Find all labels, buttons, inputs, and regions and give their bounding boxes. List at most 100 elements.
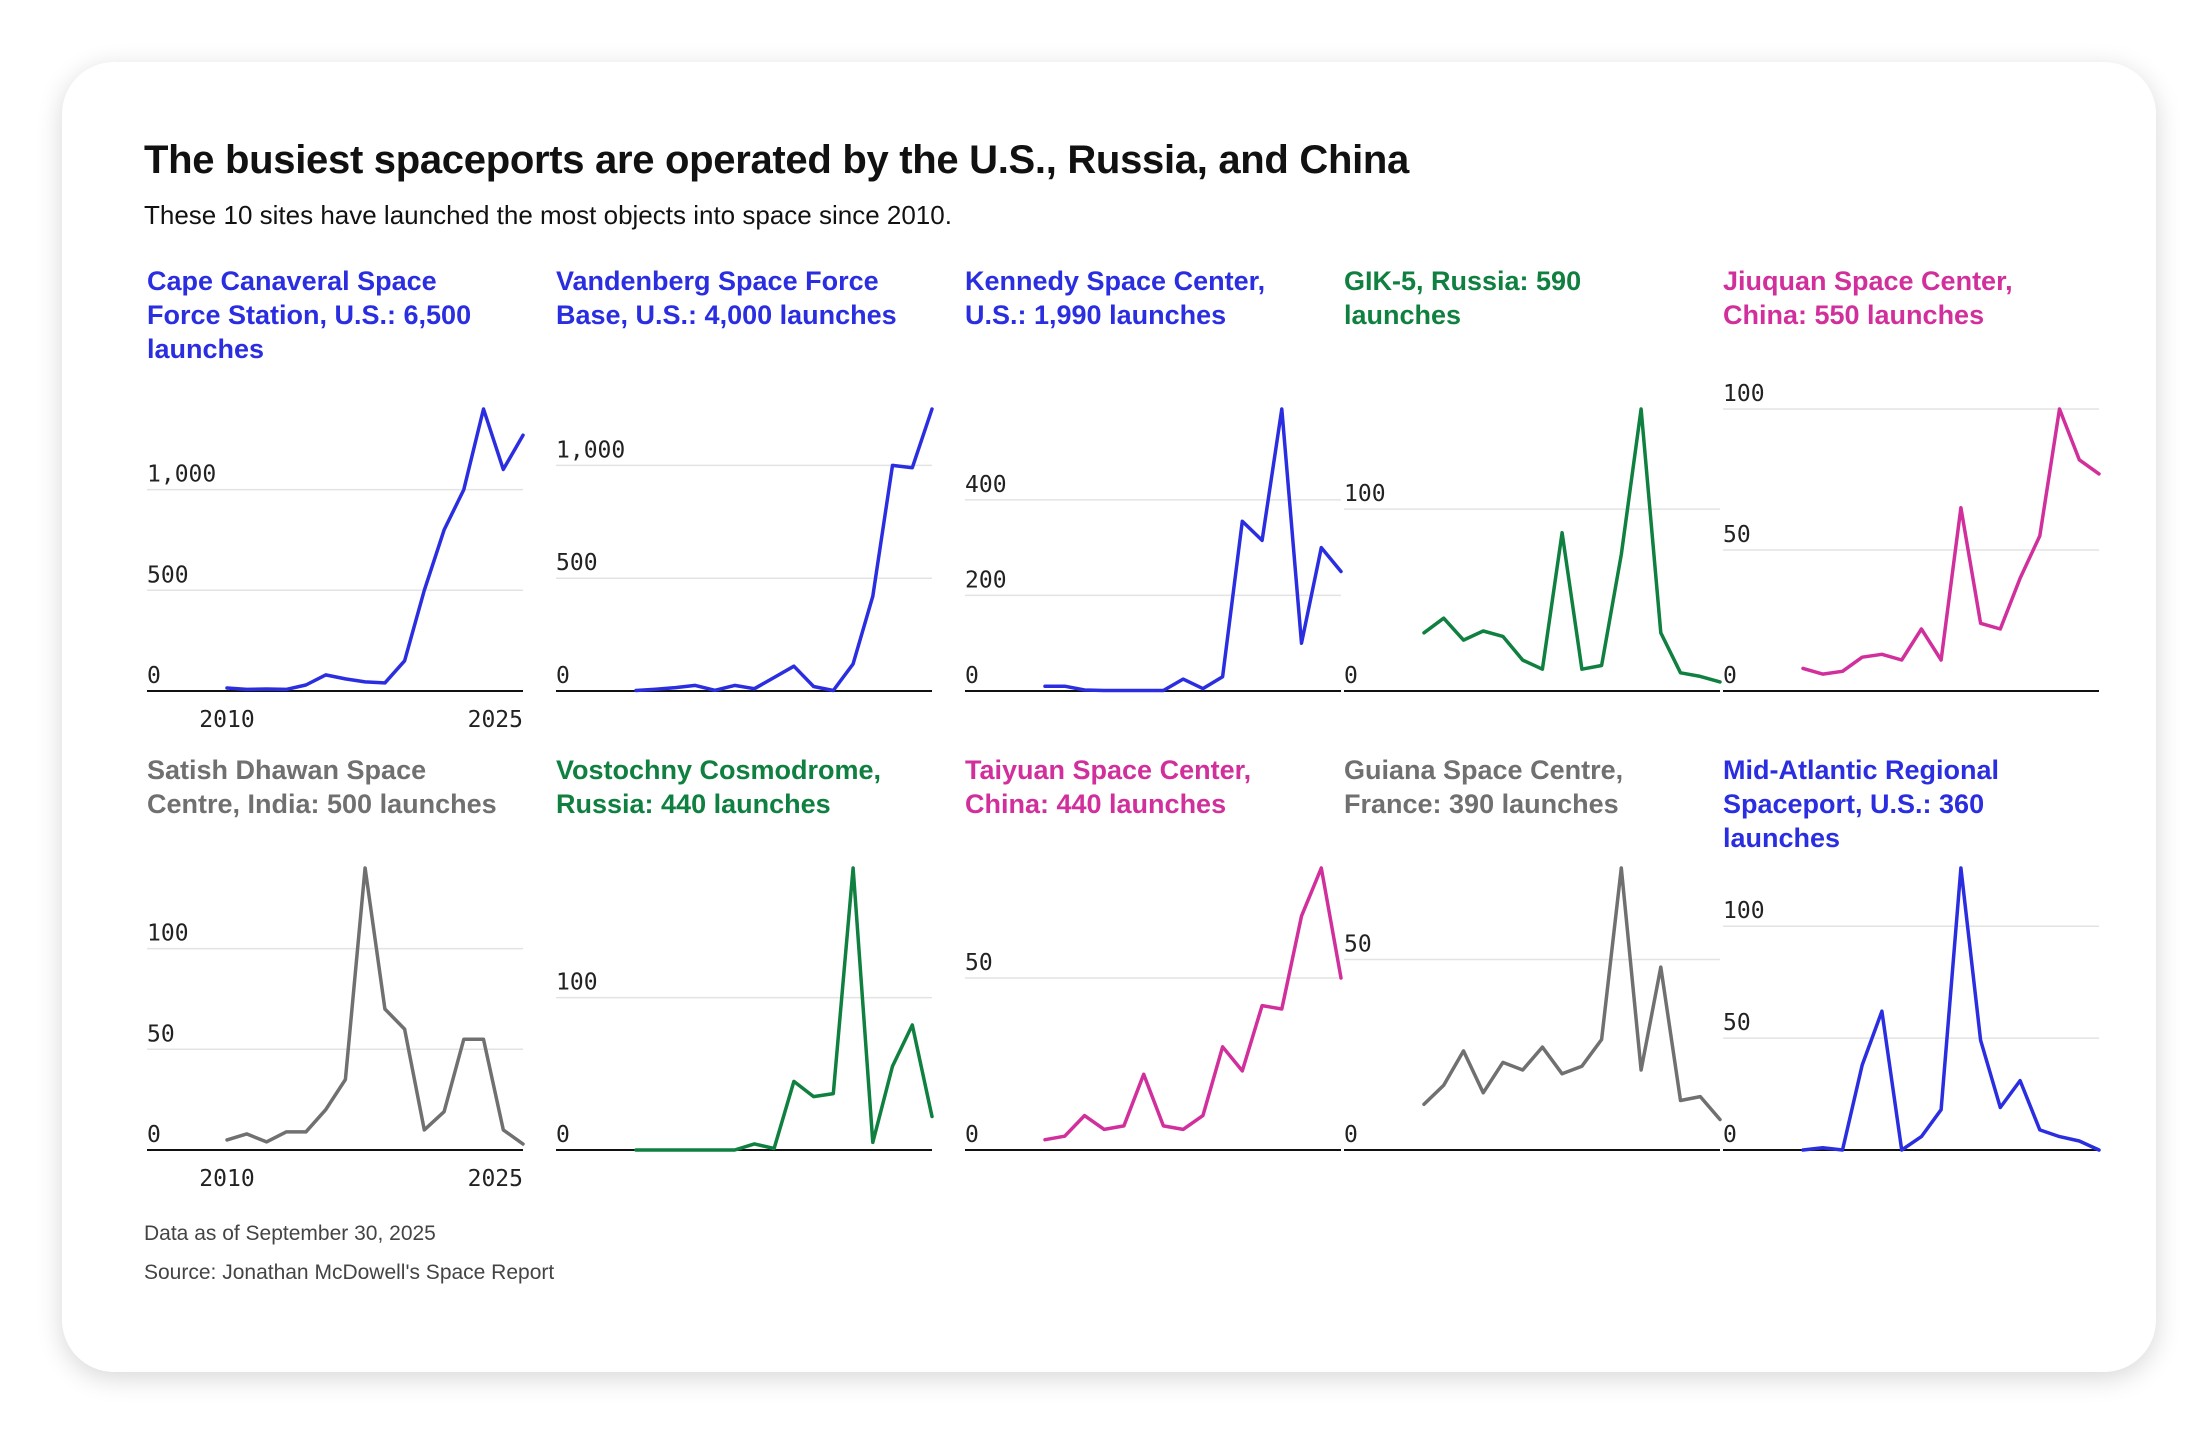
data-point [1201,687,1205,691]
data-point [713,1148,717,1152]
x-tick-label: 2025 [468,1166,523,1192]
data-point [1442,616,1446,620]
x-tick-label: 2025 [468,707,523,733]
data-point [1580,1064,1584,1068]
data-point [1319,866,1323,870]
data-point [284,1130,288,1134]
y-tick-label: 0 [147,1122,161,1148]
data-point [225,686,229,690]
data-point [1181,1127,1185,1131]
data-point [772,675,776,679]
data-point [1521,658,1525,662]
data-point [871,1140,875,1144]
data-point [1600,1037,1604,1041]
series-line [225,866,525,1146]
data-point [521,1142,525,1146]
data-point [1260,1004,1264,1008]
data-point [2077,458,2081,462]
data-point [324,1108,328,1112]
data-point [1600,664,1604,668]
data-point [1540,1045,1544,1049]
data-point [1560,531,1564,535]
data-point [1718,680,1722,684]
data-point [482,1037,486,1041]
data-point [343,677,347,681]
y-tick-label: 100 [1344,481,1386,507]
data-point [930,407,934,411]
data-point [733,1148,737,1152]
data-point [673,686,677,690]
data-point [1560,1072,1564,1076]
series-line [1801,407,2101,676]
series-line [1801,866,2101,1152]
data-point [1481,629,1485,633]
data-point [1161,1124,1165,1128]
data-point [324,673,328,677]
y-tick-label: 500 [556,550,598,576]
data-point [1840,669,1844,673]
panel-title: Satish Dhawan Space Centre, India: 500 l… [147,755,497,819]
panel-title: Kennedy Space Center, U.S.: 1,990 launch… [965,266,1266,330]
data-point [1939,1108,1943,1112]
panel-chart: 0 50 100 [1723,381,2101,692]
data-point [1860,655,1864,659]
data-point [1639,407,1643,411]
y-tick-label: 0 [1344,663,1358,689]
panel-chart: 0 100 [556,866,934,1152]
data-point [501,1128,505,1132]
y-tick-label: 1,000 [556,437,625,463]
data-point [442,1110,446,1114]
y-tick-label: 1,000 [147,462,216,488]
data-point [851,662,855,666]
data-point [1319,546,1323,550]
data-point [1240,1069,1244,1073]
data-point [792,664,796,668]
data-point [1339,976,1343,980]
data-point [1679,1098,1683,1102]
panel-title: Cape Canaveral Space Force Station, U.S.… [147,266,472,364]
data-point [1142,1072,1146,1076]
panel-title: GIK-5, Russia: 590 launches [1344,266,1582,330]
data-point [1919,1135,1923,1139]
data-point [713,688,717,692]
data-point [733,683,737,687]
data-point [2097,472,2101,476]
data-point [363,680,367,684]
y-tick-label: 50 [1723,522,1751,548]
data-point [521,433,525,437]
data-point [1102,1127,1106,1131]
data-point [1102,689,1106,693]
data-point [1280,1007,1284,1011]
data-point [1801,1148,1805,1152]
data-point [442,528,446,532]
data-point [1998,627,2002,631]
data-point [1422,631,1426,635]
data-point [403,1027,407,1031]
data-point [1698,1095,1702,1099]
data-point [910,1023,914,1027]
data-point [1659,965,1663,969]
data-point [772,1146,776,1150]
data-point [1959,506,1963,510]
panel-chart: 0 500 1,000 2010 2025 [147,407,525,733]
data-point [1501,634,1505,638]
y-tick-label: 50 [1723,1010,1751,1036]
x-tick-label: 2010 [199,707,254,733]
data-point [654,687,658,691]
data-point [225,1138,229,1142]
panel-title: Guiana Space Centre, France: 390 launche… [1344,755,1624,819]
data-point [1698,674,1702,678]
data-point [1540,667,1544,671]
data-point [245,1132,249,1136]
data-point [383,1007,387,1011]
data-point [1659,631,1663,635]
data-point [752,687,756,691]
panel-title: Taiyuan Space Center, China: 440 launche… [965,755,1252,819]
y-tick-label: 0 [556,663,570,689]
data-point [1979,1038,1983,1042]
y-tick-label: 50 [1344,931,1372,957]
data-point [422,1128,426,1132]
y-tick-label: 0 [965,1122,979,1148]
data-point [284,687,288,691]
data-date-note: Data as of September 30, 2025 [144,1222,436,1245]
